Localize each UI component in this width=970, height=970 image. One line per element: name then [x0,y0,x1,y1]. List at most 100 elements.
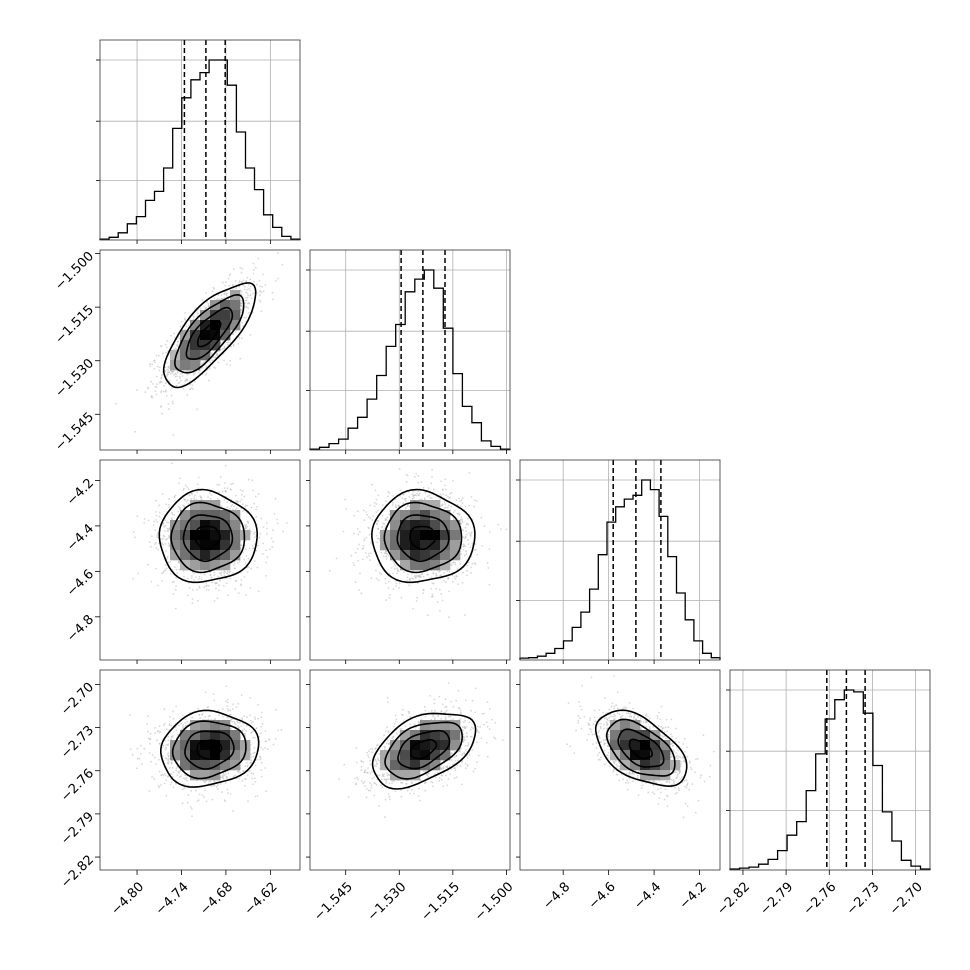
scatter-point [419,492,421,495]
scatter-point [464,545,467,548]
scatter-point [131,753,134,756]
scatter-point [446,506,449,509]
scatter-point [200,578,203,581]
scatter-point [450,564,453,567]
density-cell [180,530,191,541]
scatter-point [460,522,463,525]
scatter-point [445,494,447,497]
scatter-point [227,710,230,712]
scatter-point [252,755,255,758]
scatter-point [405,481,408,483]
scatter-point [213,699,216,702]
scatter-point [216,498,219,500]
scatter-point [186,486,189,488]
scatter-point [400,596,403,599]
scatter-point [262,273,264,276]
scatter-point [392,501,394,504]
scatter-point [395,506,398,509]
scatter-point [442,493,444,495]
scatter-point [158,511,161,514]
scatter-point [369,504,372,507]
scatter-point [242,551,245,554]
scatter-point [408,579,411,582]
scatter-point [229,359,232,362]
scatter-point [188,380,191,383]
scatter-point [447,504,450,507]
scatter-point [388,596,391,599]
scatter-point [487,567,490,569]
scatter-point [158,381,161,384]
scatter-point [203,573,206,576]
scatter-point [378,537,380,540]
density-cell [400,540,411,551]
scatter-point [232,283,234,286]
scatter-point [158,366,161,369]
density-cell [230,320,241,331]
scatter-point [153,368,156,370]
scatter-point [407,573,409,576]
density-cell [190,350,201,361]
contour-2sigma [158,488,259,584]
scatter-point [209,361,212,364]
scatter-point [390,567,393,569]
density-cell [420,500,431,511]
scatter-point [228,571,231,574]
scatter-point [258,294,261,296]
scatter-point [461,581,464,584]
scatter-point [252,783,254,786]
scatter-point [470,532,472,535]
scatter-point [167,752,170,754]
scatter-point [384,577,387,580]
scatter-point [385,550,387,553]
scatter-point [462,543,465,546]
scatter-point [251,479,254,482]
scatter-point [380,551,383,554]
scatter-point [153,359,156,362]
scatter-point [148,790,151,792]
scatter-point [237,500,239,502]
scatter-point [248,528,251,531]
scatter-point [178,562,181,564]
scatter-point [255,549,258,552]
scatter-point [454,509,456,512]
density-cell [180,520,191,531]
scatter-point [469,546,472,549]
scatter-point [439,570,441,572]
scatter-point [396,572,398,575]
scatter-point [239,267,242,269]
scatter-point [144,391,147,394]
scatter-point [162,543,165,546]
scatter-point [474,543,477,545]
scatter-point [232,703,235,706]
scatter-point [215,587,217,590]
scatter-point [171,511,174,514]
scatter-point [167,755,170,757]
scatter-point [247,566,250,568]
contour-1sigma [182,514,234,563]
scatter-point [420,575,422,578]
density-cell [170,540,181,551]
scatter-point [162,774,165,777]
scatter-point [261,722,264,725]
scatter-point [229,507,231,510]
scatter-point [216,597,219,600]
density-cell [450,550,461,561]
scatter-point [164,390,167,393]
scatter-point [352,562,355,564]
scatter-point [158,758,160,761]
scatter-point [246,526,249,528]
scatter-point [179,508,182,510]
density-cell [420,520,431,531]
scatter-point [413,496,415,499]
scatter-point [228,274,231,277]
scatter-point [233,505,236,508]
scatter-point [467,539,469,541]
scatter-point [158,515,161,518]
scatter-point [368,552,370,555]
scatter-point [228,285,231,287]
scatter-point [183,787,186,790]
scatter-point [408,584,411,587]
scatter-point [395,567,398,570]
scatter-point [196,408,199,411]
scatter-point [450,491,453,494]
